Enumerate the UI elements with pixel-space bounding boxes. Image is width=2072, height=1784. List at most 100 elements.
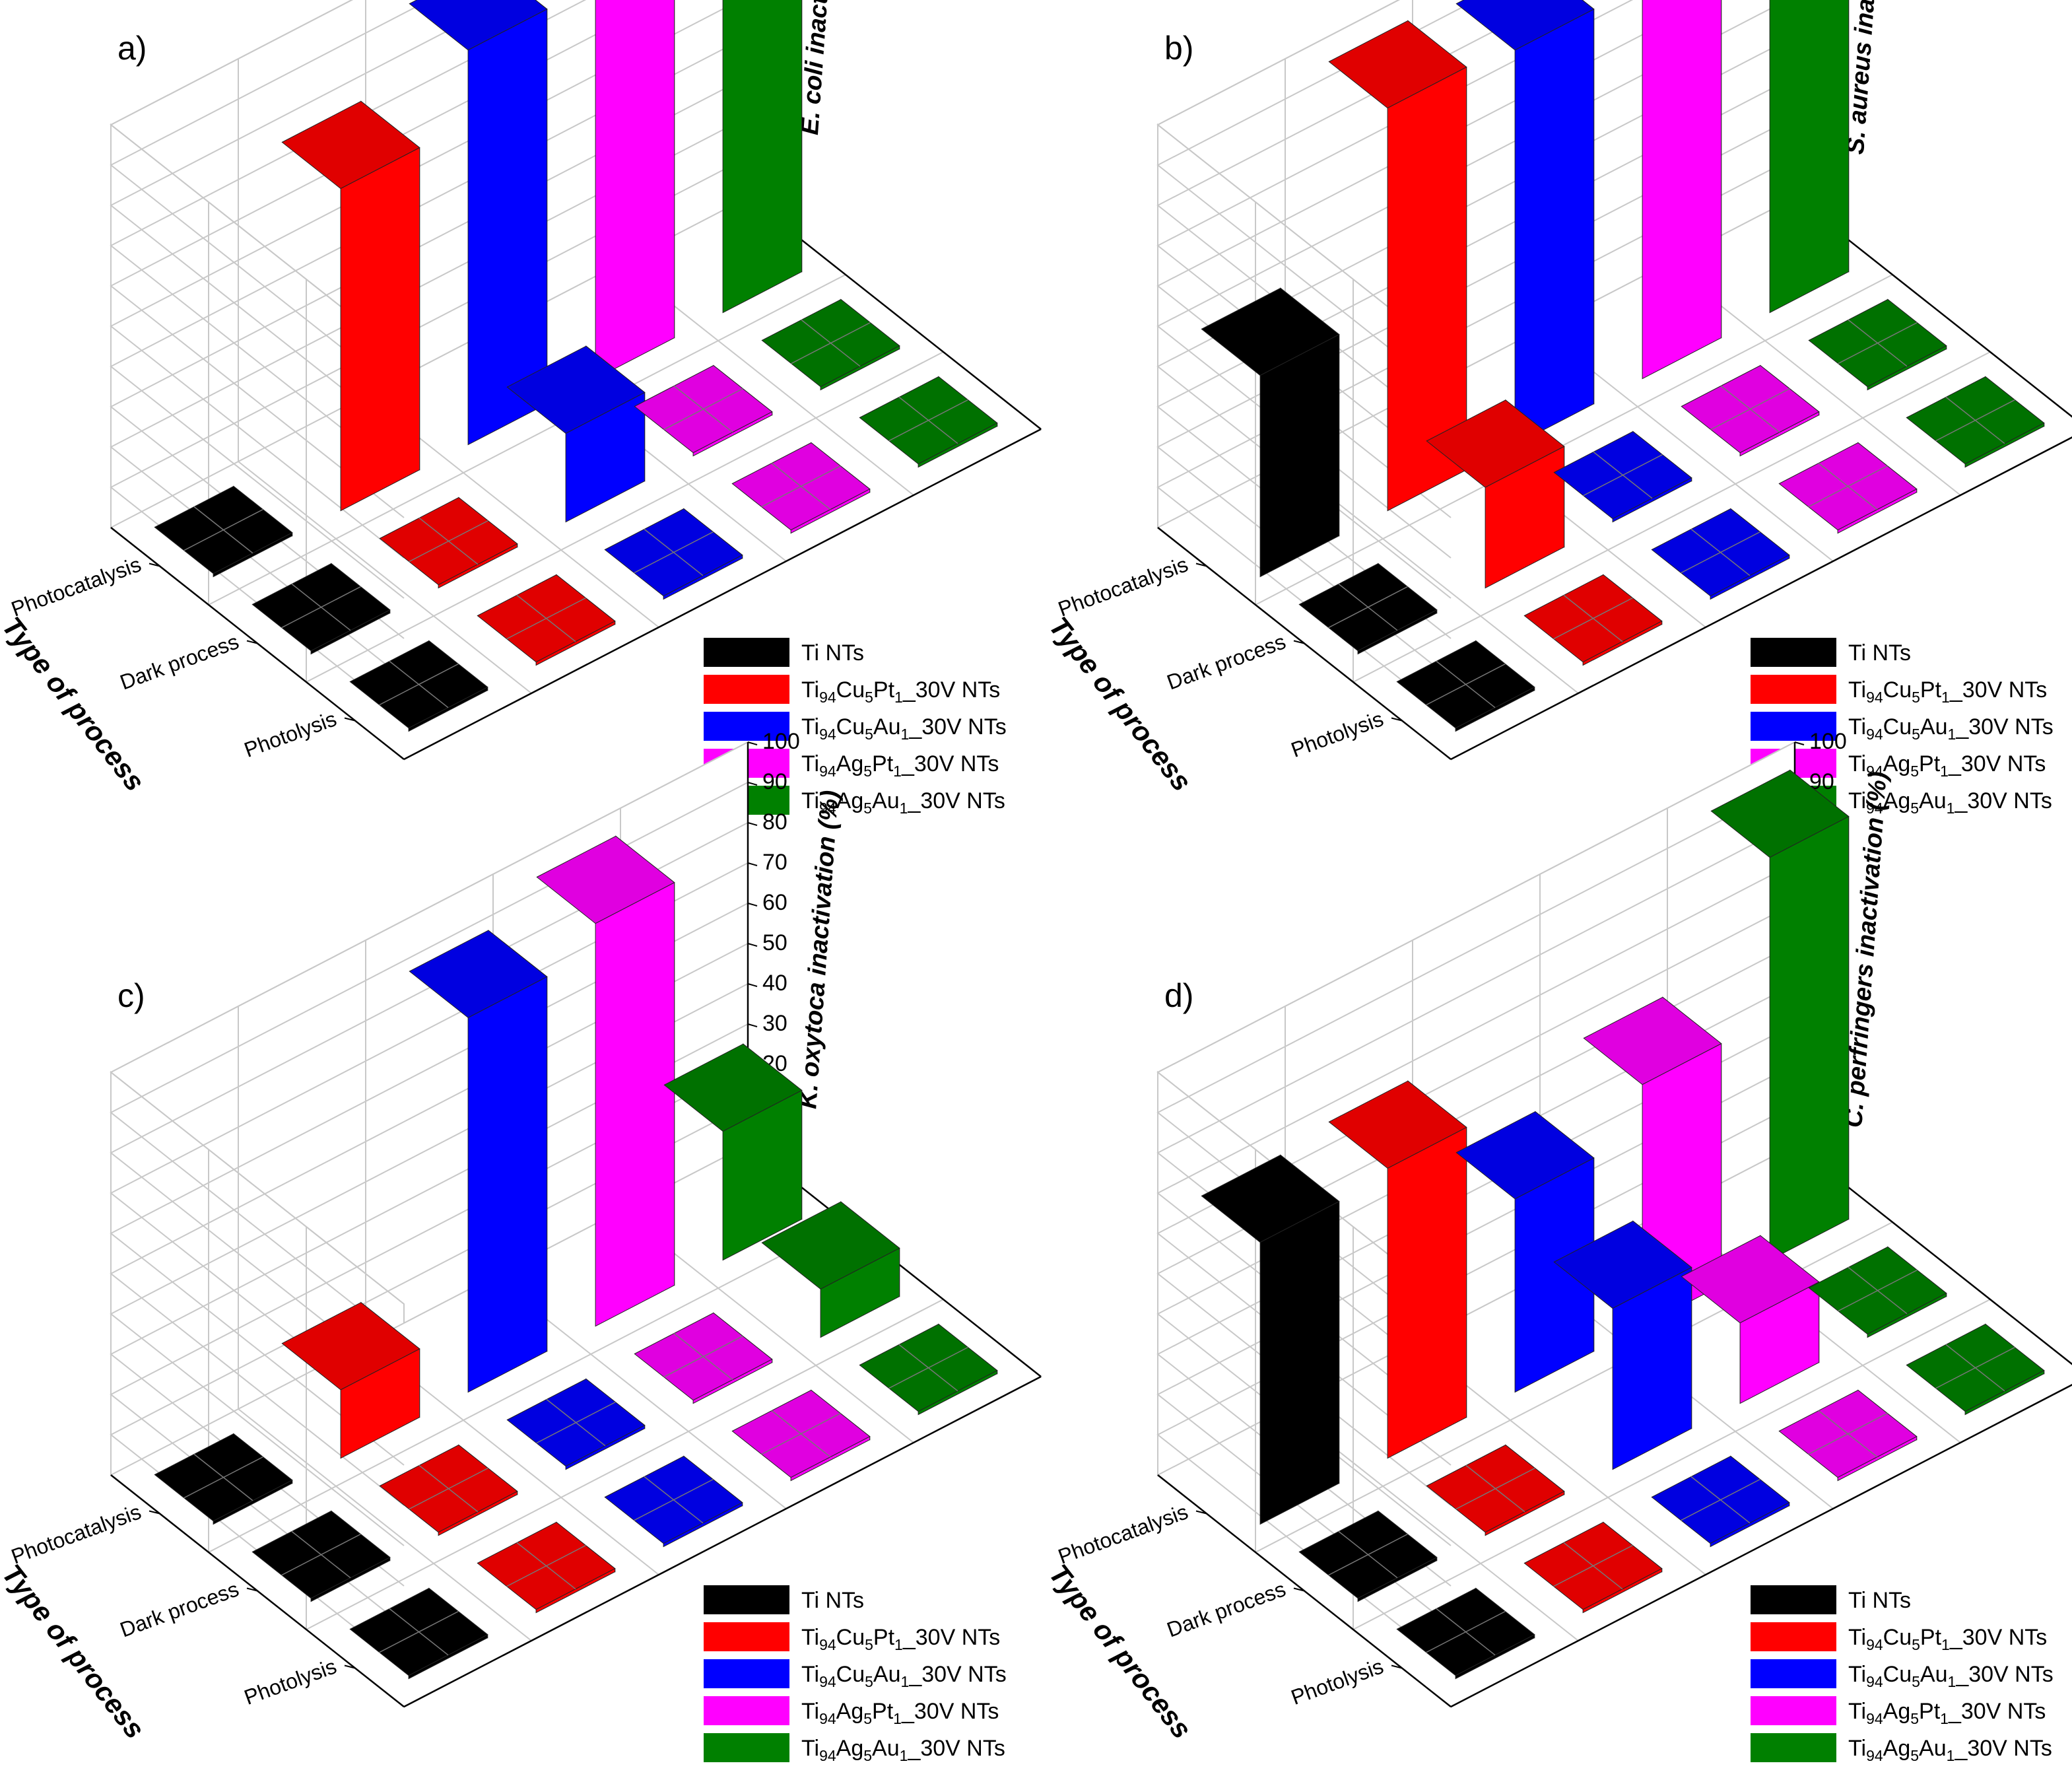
tile-grid	[1583, 454, 1663, 497]
row-label: Photocatalysis	[1055, 1499, 1191, 1568]
legend-label-part: 94	[1866, 1636, 1883, 1653]
legend-label: Ti NTs	[801, 1588, 864, 1613]
panel-label: d)	[1164, 977, 1193, 1014]
x-axis-line	[1450, 436, 2072, 761]
y-gridline-floor	[208, 1221, 846, 1553]
legend-label-part: Pt	[873, 677, 895, 703]
bar-Ti94Cu5Pt1-30V-NTs-2	[477, 1521, 616, 1614]
legend-swatch	[1751, 675, 1836, 704]
legend-swatch	[704, 1585, 789, 1614]
bar-front-face	[1769, 0, 1850, 314]
legend-label-part: 5	[863, 1747, 872, 1764]
legend-label-part: 1	[901, 1673, 910, 1690]
legend-label-part: _30V NTs	[1955, 1662, 2053, 1687]
tile-grid	[506, 1544, 586, 1587]
bar-top-face	[761, 1201, 900, 1289]
bar-top-face	[281, 100, 420, 189]
tile-grid	[281, 586, 361, 629]
row-label: Photolysis	[241, 706, 339, 762]
tile-grid	[1838, 1269, 1918, 1312]
row-label: Photolysis	[1288, 706, 1386, 762]
y-gridline-floor	[306, 351, 944, 683]
y-tick	[149, 1510, 160, 1515]
legend-label-part: 1	[1941, 1636, 1950, 1653]
legend-label-part: Cu	[1883, 1662, 1912, 1687]
legend-label-part: 1	[1940, 763, 1949, 780]
chart-panel-c: 0102030405060708090100K. oxytoca inactiv…	[0, 729, 1042, 1764]
legend-label: Ti94Cu5Au1_30V NTs	[801, 1662, 1007, 1690]
legend-label: Ti94Ag5Pt1_30V NTs	[1848, 751, 2046, 780]
legend-label: Ti94Ag5Pt1_30V NTs	[801, 751, 999, 780]
tile-grid	[634, 531, 714, 574]
legend-label: Ti94Cu5Pt1_30V NTs	[1848, 1625, 2047, 1653]
bar-top-face	[1328, 1080, 1467, 1169]
tile-grid	[1553, 1544, 1633, 1587]
legend-label-part: Ti	[801, 788, 819, 813]
x-axis-line	[1450, 1384, 2072, 1708]
legend-label-part: 5	[865, 726, 873, 743]
tile-grid	[1553, 597, 1633, 640]
z-tick	[1794, 741, 1805, 745]
legend-swatch	[704, 1696, 789, 1725]
legend-label-part: 5	[863, 800, 872, 817]
bar-Ti94Cu5Au1-30V-NTs-0	[409, 0, 548, 446]
row-label: Dark process	[117, 1577, 242, 1641]
tile-grid	[184, 1456, 263, 1499]
legend-label-part: Ti	[1848, 788, 1866, 813]
bar-Ti94Ag5Pt1-30V-NTs-1	[1681, 364, 1820, 457]
row-label: Dark process	[1164, 629, 1288, 694]
z-tick-label: 40	[762, 971, 787, 996]
chart-panel-a: 0102030405060708090100E. coli inactivati…	[0, 0, 1042, 817]
legend-label-part: 1	[893, 1710, 902, 1727]
legend-label-part: Ti NTs	[1848, 1588, 1911, 1613]
z-axis-title-rest: inactivation (%)	[803, 790, 844, 984]
y-tick	[1293, 1587, 1305, 1592]
bar-Ti94Cu5Au1-30V-NTs-2	[1651, 508, 1790, 600]
legend-label-part: Ti	[801, 1662, 819, 1687]
legend-label-part: _30V NTs	[1954, 1736, 2052, 1761]
bar-Ti94Ag5Pt1-30V-NTs-2	[731, 1389, 871, 1482]
bar-Ti94Cu5Au1-30V-NTs-2	[604, 1455, 743, 1548]
z-tick-label: 50	[762, 930, 787, 955]
tile-grid	[1328, 1533, 1408, 1576]
bar-top-face	[1426, 399, 1565, 488]
bar-Ti94Cu5Pt1-30V-NTs-1	[1426, 1444, 1565, 1536]
y-axis-title: Type of process	[0, 1558, 151, 1744]
bar-Ti-NTs-0	[1201, 1154, 1340, 1525]
legend-swatch	[1751, 1659, 1836, 1688]
legend-label-part: Pt	[1920, 677, 1942, 703]
legend-label-part: 5	[1910, 800, 1919, 817]
legend-label-part: 94	[1866, 1673, 1883, 1690]
legend-label-part: 1	[894, 1636, 903, 1653]
bar-Ti94Ag5Pt1-30V-NTs-2	[1778, 1389, 1918, 1482]
y-tick	[1391, 717, 1403, 722]
bar-top-face	[1681, 1235, 1820, 1324]
legend-label-part: _30V NTs	[1949, 677, 2047, 703]
tile-grid	[1426, 1610, 1506, 1653]
tile-grid	[379, 663, 459, 706]
tile-grid	[409, 520, 488, 563]
legend-label: Ti94Cu5Pt1_30V NTs	[1848, 677, 2047, 706]
bar-Ti94Ag5Pt1-30V-NTs-0	[1642, 0, 1722, 380]
bar-top-face	[1455, 1111, 1595, 1200]
legend-label-part: _30V NTs	[901, 1699, 999, 1724]
legend-label-part: _30V NTs	[902, 677, 1000, 703]
legend-swatch	[704, 1622, 789, 1651]
legend-label-part: 5	[865, 1673, 873, 1690]
row-label: Dark process	[117, 629, 242, 694]
y-tick	[246, 1587, 258, 1592]
tile-grid	[1808, 1412, 1888, 1455]
legend-label-part: Cu	[836, 1625, 865, 1650]
bar-Ti94Cu5Pt1-30V-NTs-1	[379, 497, 518, 589]
bar-top-face	[536, 835, 675, 924]
legend-label-part: Ti	[801, 677, 819, 703]
tile-grid	[1935, 1346, 2015, 1389]
legend-label-part: Ti	[1848, 1699, 1866, 1724]
legend-label: Ti94Cu5Au1_30V NTs	[1848, 714, 2054, 743]
legend-label: Ti94Cu5Pt1_30V NTs	[801, 677, 1000, 706]
y-tick	[246, 640, 258, 644]
legend-label-part: Au	[1919, 1736, 1947, 1761]
row-label: Photocatalysis	[8, 552, 144, 621]
bar-Ti94Ag5Pt1-30V-NTs-1	[634, 364, 773, 457]
tile-grid	[634, 1478, 714, 1521]
